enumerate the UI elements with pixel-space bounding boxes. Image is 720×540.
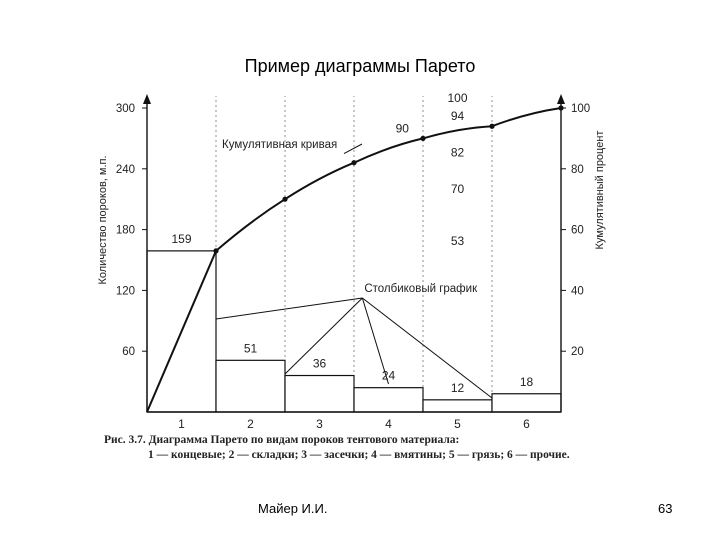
cumulative-label: 53 xyxy=(451,234,465,248)
bar xyxy=(353,387,424,413)
x-tick-label: 3 xyxy=(316,417,323,430)
cumulative-point xyxy=(489,123,495,129)
y-tick-label: 300 xyxy=(116,103,135,115)
bar-value-label: 36 xyxy=(313,357,327,371)
annotation-cumulative-curve: Кумулятивная кривая xyxy=(222,139,337,151)
annotation-leader xyxy=(284,297,363,375)
figure-caption-line2: 1 — концевые; 2 — складки; 3 — засечки; … xyxy=(148,449,570,461)
y2-tick-label: 20 xyxy=(571,346,584,358)
footer-author: Майер И.И. xyxy=(258,501,328,516)
annotation-leader xyxy=(215,297,363,320)
cumulative-label: 70 xyxy=(451,182,465,196)
y-axis-right-arrow xyxy=(557,94,565,104)
x-tick-label: 6 xyxy=(523,417,530,430)
y-tick-label: 180 xyxy=(116,225,135,237)
cumulative-point xyxy=(213,248,219,254)
cumulative-point xyxy=(351,160,357,166)
bar-value-label: 18 xyxy=(520,375,534,389)
page-number: 63 xyxy=(658,501,673,516)
annotation-leader xyxy=(361,297,389,385)
x-tick-label: 5 xyxy=(454,417,461,430)
annotation-leader xyxy=(343,143,363,155)
cumulative-line xyxy=(146,107,562,413)
slide-title: Пример диаграммы Парето xyxy=(244,56,476,76)
bar-value-label: 51 xyxy=(244,341,258,355)
cumulative-label: 90 xyxy=(396,121,410,135)
bar-value-label: 12 xyxy=(451,381,465,395)
cumulative-label: 100 xyxy=(447,91,467,105)
figure-caption-line1: Рис. 3.7. Диаграмма Парето по видам поро… xyxy=(104,434,460,446)
cumulative-point xyxy=(420,135,426,141)
y2-tick-label: 100 xyxy=(571,103,590,115)
x-tick-label: 1 xyxy=(178,417,185,430)
x-tick-label: 4 xyxy=(385,417,392,430)
axes xyxy=(142,94,566,413)
bar xyxy=(284,374,355,413)
y2-tick-label: 60 xyxy=(571,225,584,237)
annotation-leader xyxy=(362,297,493,399)
bar-value-label: 24 xyxy=(382,369,396,383)
annotation-bar-graph: Столбиковый график xyxy=(364,283,478,295)
cumulative-point xyxy=(282,196,288,202)
y-axis-title: Количество пороков, м.п. xyxy=(97,155,109,284)
pareto-chart: 159 1 51 2 36 3 24 4 12 5 18 6 60 120 180 240 300 20 40 60 8… xyxy=(97,91,606,430)
y-tick-label: 60 xyxy=(122,346,135,358)
x-tick-label: 2 xyxy=(247,417,254,430)
bar xyxy=(491,393,562,413)
y-tick-label: 120 xyxy=(116,285,135,297)
y2-axis-title: Кумулятивный процент xyxy=(594,131,606,250)
y2-tick-label: 40 xyxy=(571,285,584,297)
y2-tick-label: 80 xyxy=(571,164,584,176)
cumulative-label: 82 xyxy=(451,146,465,160)
bar-value-label: 159 xyxy=(171,232,191,246)
bar xyxy=(422,399,493,413)
bar xyxy=(215,359,286,413)
chart-labels: 159 1 51 2 36 3 24 4 12 5 18 6 60 120 180 240 300 20 40 60 8… xyxy=(97,91,606,430)
y-axis-left-arrow xyxy=(143,94,151,104)
y-tick-label: 240 xyxy=(116,164,135,176)
cumulative-label: 94 xyxy=(451,109,465,123)
cumulative-point xyxy=(558,105,564,111)
cumulative-curve xyxy=(146,105,564,413)
